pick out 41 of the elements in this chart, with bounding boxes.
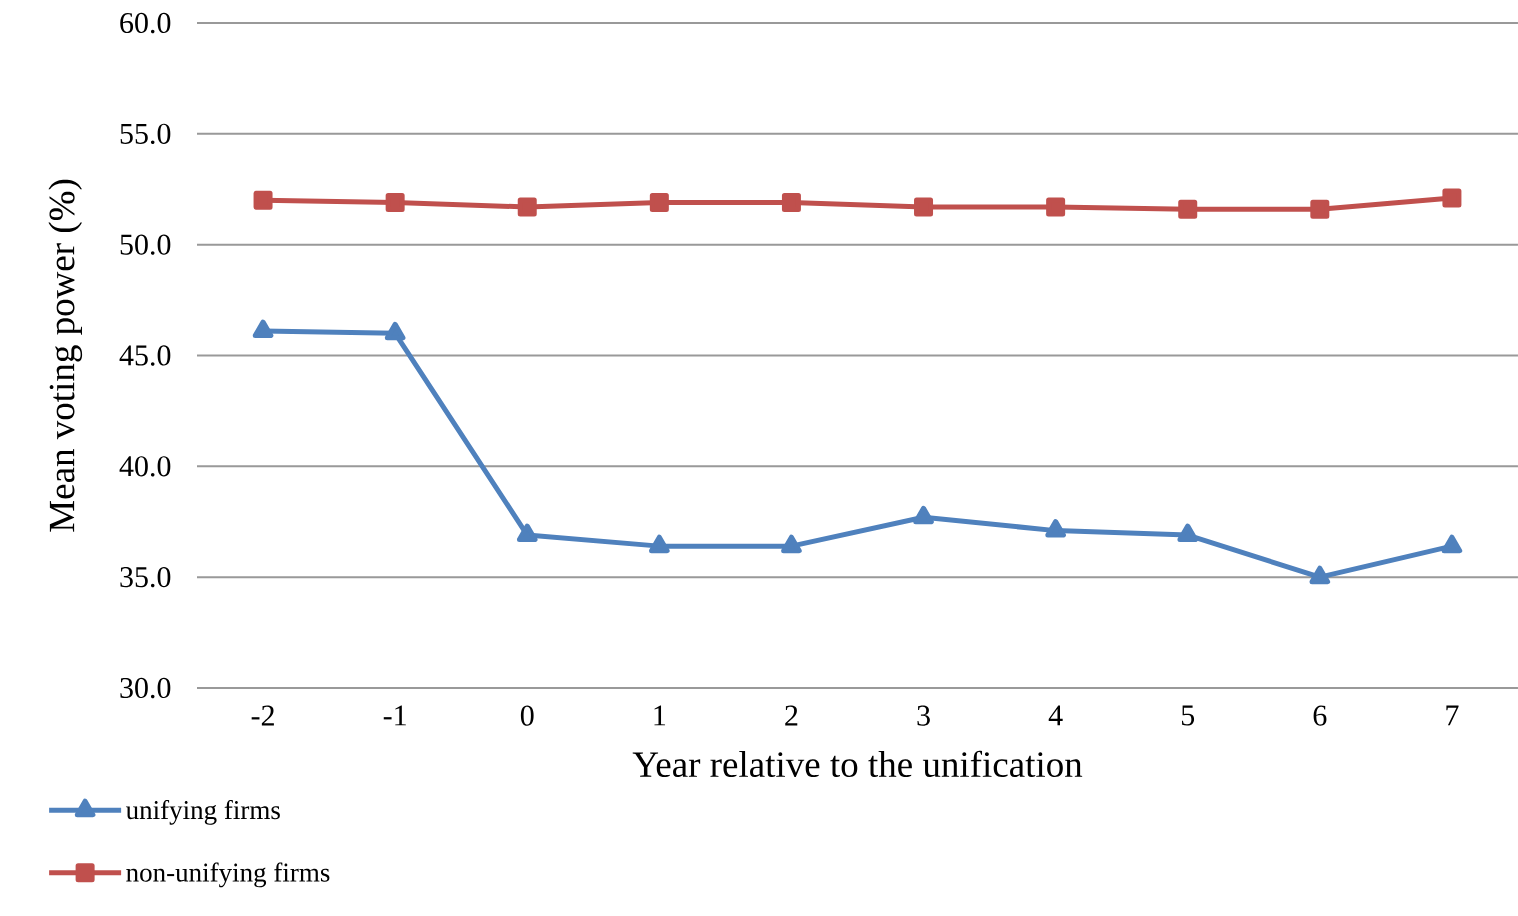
y-tick-label: 35.0 bbox=[120, 566, 171, 588]
point bbox=[1310, 199, 1330, 219]
point bbox=[781, 193, 801, 213]
x-axis-title: Year relative to the unification bbox=[632, 750, 1083, 778]
y-tick-label: 45.0 bbox=[119, 345, 171, 366]
point bbox=[913, 505, 934, 525]
y-tick-label: 50.0 bbox=[120, 234, 171, 255]
x-tick-label: 7 bbox=[1446, 705, 1459, 726]
point bbox=[781, 534, 802, 554]
point bbox=[1045, 519, 1066, 538]
point bbox=[384, 321, 406, 341]
point bbox=[649, 534, 670, 554]
legend-label: non-unifying firms bbox=[126, 862, 330, 888]
point bbox=[1441, 534, 1463, 554]
x-tick-label: 6 bbox=[1313, 705, 1327, 726]
x-tick-label: 0 bbox=[520, 705, 534, 726]
x-tick-label: -2 bbox=[251, 705, 274, 726]
y-tick-label: 60.0 bbox=[120, 12, 171, 34]
point bbox=[517, 197, 537, 217]
point bbox=[385, 193, 405, 213]
y-tick-label: 40.0 bbox=[119, 456, 171, 477]
x-tick-label: 4 bbox=[1048, 705, 1063, 726]
y-tick-label: 30.0 bbox=[120, 677, 171, 699]
x-tick-label: 2 bbox=[785, 705, 798, 726]
point bbox=[253, 190, 273, 210]
x-tick-label: 3 bbox=[917, 705, 930, 726]
x-tick-label: -1 bbox=[383, 705, 406, 726]
point bbox=[516, 523, 538, 543]
legend-label: unifying firms bbox=[125, 799, 280, 825]
point bbox=[1442, 188, 1462, 208]
x-tick-label: 1 bbox=[654, 705, 666, 726]
point bbox=[649, 193, 669, 213]
x-tick-label: 5 bbox=[1181, 705, 1195, 726]
point bbox=[1309, 565, 1331, 585]
point bbox=[1177, 523, 1199, 543]
point bbox=[914, 197, 934, 217]
point bbox=[252, 319, 274, 339]
y-axis-title: Mean voting power (%) bbox=[48, 179, 83, 532]
point bbox=[1178, 199, 1198, 219]
y-tick-label: 55.0 bbox=[120, 123, 171, 145]
point bbox=[1046, 197, 1066, 217]
